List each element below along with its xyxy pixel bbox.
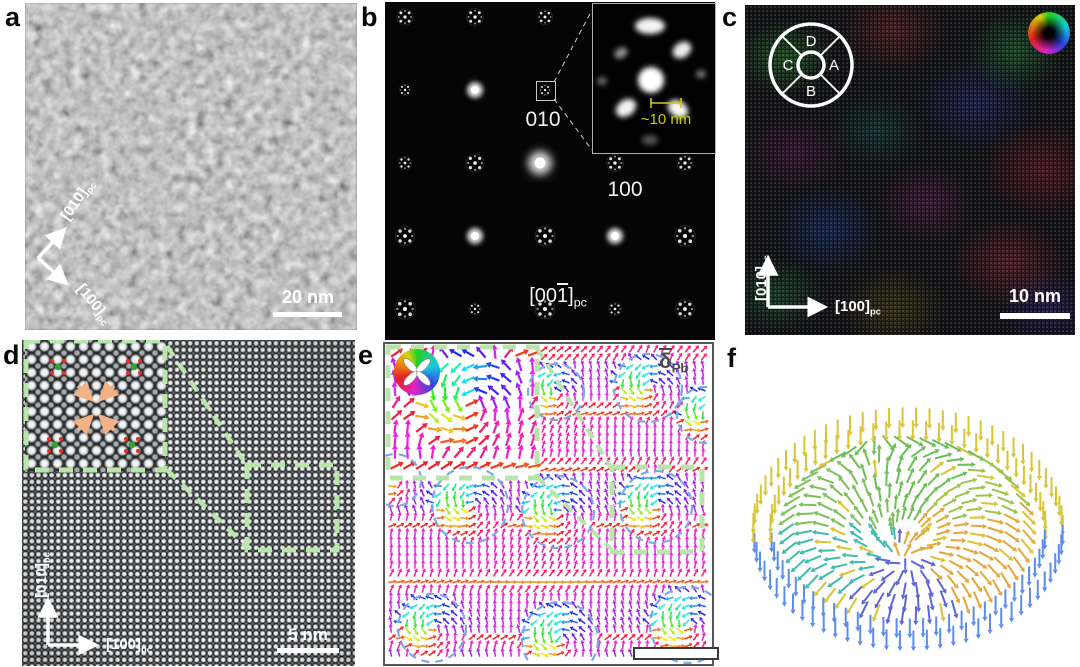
panel-e-polarization-map: δPb: [383, 342, 719, 666]
zone-axis-label: [001]pc: [529, 285, 587, 310]
panel-f-3d-polar-texture: [745, 355, 1075, 665]
panel-e-annotations: [385, 344, 712, 664]
panel-c-letter: c: [722, 2, 738, 32]
panel-a-letter: a: [5, 2, 21, 32]
inset-connector-top: [535, 346, 614, 471]
polarization-arrow-field: [388, 344, 710, 658]
segment-label-left: C: [783, 57, 794, 74]
cation-markers: [46, 358, 143, 454]
inset-border: [23, 340, 168, 473]
segment-label-right: A: [829, 57, 839, 74]
segment-label-top: D: [806, 33, 817, 50]
measurement-bracket: [650, 98, 682, 108]
displacement-arrows: [72, 380, 120, 436]
displacement-symbol-label: δPb: [659, 350, 689, 376]
scale-bar-a-label: 20 nm: [281, 287, 335, 307]
reflection-label-010: 010: [525, 108, 561, 131]
panel-a-tem-image: [010]pc [100]pc 20 nm: [25, 3, 357, 330]
source-region-box: [244, 462, 340, 553]
axis-label-100-c: [100]pc: [835, 298, 881, 317]
axis-label-010-c: [010]pc: [753, 255, 772, 301]
inset-border: [385, 344, 540, 481]
axis-label-010-d: [010]pc: [33, 552, 52, 598]
panel-c-darkfield-map: D A B C [010]pc [100]pc 10 nm: [745, 5, 1075, 335]
color-wheel-petals: [403, 358, 431, 386]
axis-label-100-d: [100]pc: [106, 636, 152, 655]
color-wheel-c: [1028, 12, 1070, 54]
scale-bar-d-label: 5 nm: [288, 625, 328, 644]
scale-bar-c-label: 10 nm: [1008, 286, 1062, 306]
reflection-label-100: 100: [607, 178, 643, 201]
scale-bar-d: [277, 648, 339, 653]
panel-d-haadf-image: [010]pc [100]pc 5 nm: [22, 340, 355, 666]
panel-d-letter: d: [3, 340, 20, 370]
segment-label-bottom: B: [806, 83, 816, 100]
panel-b-diffraction-pattern: 010 100 [001]pc: [385, 2, 716, 340]
scale-bar-a: [273, 312, 342, 317]
inset-scale-label: ~10 nm: [641, 111, 691, 128]
vortex-circles: [385, 352, 712, 664]
panel-e-letter: e: [358, 340, 374, 370]
inset-connector-bottom: [165, 468, 250, 550]
source-region-box: [609, 464, 705, 555]
inset-callout-line-top: [553, 9, 593, 83]
diffraction-inset-spots: ~10 nm: [597, 18, 706, 145]
diffraction-inset: ~10 nm: [592, 3, 716, 154]
inset-connector-top: [165, 344, 250, 469]
detector-segment-diagram: D A B C: [768, 22, 854, 108]
panel-d-annotations: [23, 340, 340, 656]
crystal-axes-c: [757, 254, 829, 318]
panel-f-letter: f: [727, 343, 736, 373]
tem-noise-texture: [25, 3, 357, 330]
scale-bar-c: [1000, 313, 1070, 319]
3d-arrow-field: [750, 407, 1066, 652]
panel-b-letter: b: [361, 2, 378, 32]
axis-arrow-100: [36, 256, 69, 286]
axis-arrow-010: [36, 227, 67, 260]
color-wheel-e: [394, 349, 440, 395]
inset-connector-bottom: [535, 475, 614, 552]
diffraction-spot-selection-box: [536, 81, 556, 101]
crystal-axes-a: [36, 227, 69, 286]
inset-callout-line-bottom: [553, 98, 593, 151]
scale-bar-e: [633, 647, 719, 660]
